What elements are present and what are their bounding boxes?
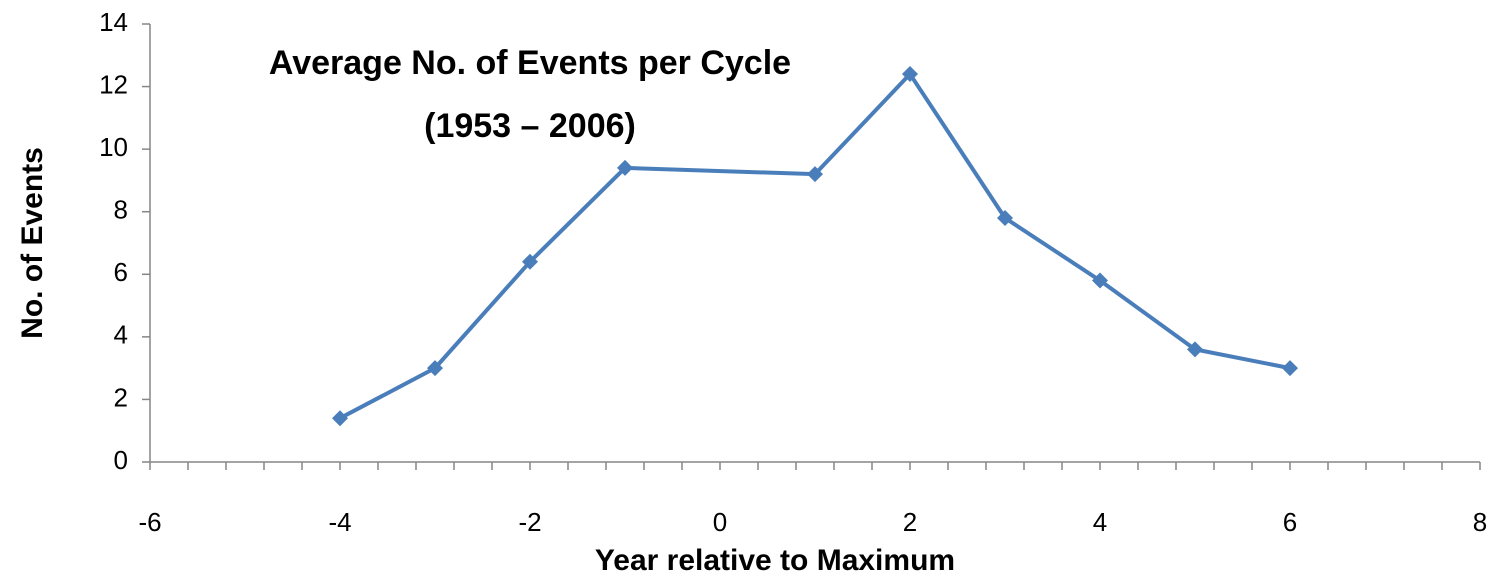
chart-subtitle: (1953 – 2006) [424, 107, 636, 145]
y-tick-label: 8 [114, 195, 128, 225]
x-tick-label: 4 [1093, 507, 1107, 537]
data-point [427, 360, 443, 377]
data-point [902, 66, 918, 83]
y-axis-title: No. of Events [16, 147, 49, 339]
x-tick-label: 6 [1283, 507, 1297, 537]
y-tick-label: 12 [99, 69, 128, 99]
y-tick-label: 4 [114, 320, 128, 350]
x-tick-label: 0 [713, 507, 727, 537]
x-tick-label: -2 [518, 507, 541, 537]
data-point [1092, 272, 1108, 289]
y-tick-label: 14 [99, 7, 128, 37]
y-tick-label: 10 [99, 132, 128, 162]
data-point [522, 253, 538, 270]
x-axis-title: Year relative to Maximum [595, 544, 955, 577]
x-tick-label: 2 [903, 507, 917, 537]
series-line [339, 72, 1291, 420]
y-tick-label: 6 [114, 257, 128, 287]
data-point [1282, 360, 1298, 377]
y-tick-label: 0 [114, 445, 128, 475]
x-tick-label: 8 [1473, 507, 1487, 537]
y-tick-label: 2 [114, 382, 128, 412]
x-tick-label: -6 [138, 507, 161, 537]
data-point [1187, 341, 1203, 358]
data-point [617, 159, 633, 176]
x-tick-label: -4 [328, 507, 351, 537]
data-point [997, 209, 1013, 226]
data-point [332, 410, 348, 427]
data-point [807, 166, 823, 183]
chart-title: Average No. of Events per Cycle [269, 44, 791, 82]
